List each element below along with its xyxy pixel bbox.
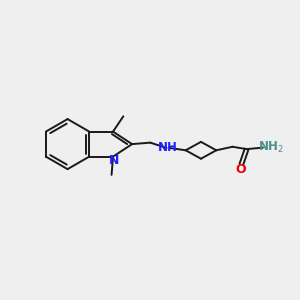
Text: N: N	[109, 154, 119, 167]
Text: NH$_2$: NH$_2$	[258, 140, 284, 155]
Text: NH: NH	[158, 141, 177, 154]
Text: O: O	[236, 163, 246, 176]
